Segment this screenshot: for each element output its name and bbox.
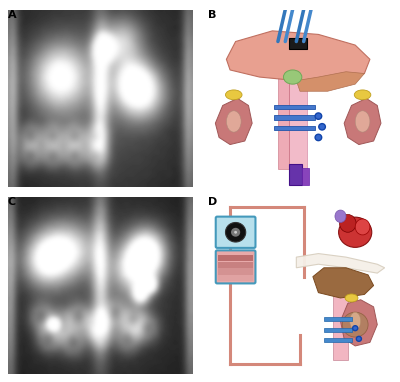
Bar <box>302 168 309 185</box>
Polygon shape <box>215 98 252 144</box>
Bar <box>289 164 302 185</box>
Bar <box>324 338 352 342</box>
Ellipse shape <box>335 210 346 222</box>
Polygon shape <box>344 98 381 144</box>
Ellipse shape <box>355 111 370 132</box>
Bar <box>289 45 307 170</box>
Bar <box>324 328 352 332</box>
Bar <box>274 126 315 130</box>
Ellipse shape <box>339 217 372 248</box>
Bar <box>289 38 307 49</box>
Circle shape <box>319 124 325 130</box>
Text: D: D <box>208 197 217 207</box>
Polygon shape <box>340 300 377 346</box>
Polygon shape <box>296 254 385 273</box>
Text: B: B <box>208 10 216 19</box>
Bar <box>218 255 253 261</box>
Polygon shape <box>296 72 364 91</box>
Circle shape <box>315 134 322 141</box>
Ellipse shape <box>226 111 241 132</box>
Bar <box>274 105 315 109</box>
Text: A: A <box>8 10 17 19</box>
Ellipse shape <box>345 294 358 302</box>
FancyBboxPatch shape <box>216 250 256 283</box>
Ellipse shape <box>350 312 361 330</box>
Ellipse shape <box>284 70 302 84</box>
Bar <box>218 262 253 268</box>
Polygon shape <box>313 268 374 298</box>
Circle shape <box>353 326 358 331</box>
Circle shape <box>234 231 237 234</box>
Ellipse shape <box>340 215 356 232</box>
Circle shape <box>315 113 322 119</box>
Circle shape <box>356 336 362 342</box>
FancyBboxPatch shape <box>216 217 256 248</box>
Ellipse shape <box>226 90 242 100</box>
Circle shape <box>231 228 240 237</box>
Ellipse shape <box>342 312 368 337</box>
Text: C: C <box>8 197 16 207</box>
Bar <box>333 284 348 360</box>
Polygon shape <box>226 31 370 81</box>
Bar <box>218 275 253 281</box>
Circle shape <box>226 222 246 242</box>
Bar <box>274 115 315 120</box>
Ellipse shape <box>354 90 371 100</box>
Bar <box>218 268 253 275</box>
Bar <box>324 317 352 321</box>
Ellipse shape <box>355 219 370 235</box>
Bar <box>278 72 289 170</box>
